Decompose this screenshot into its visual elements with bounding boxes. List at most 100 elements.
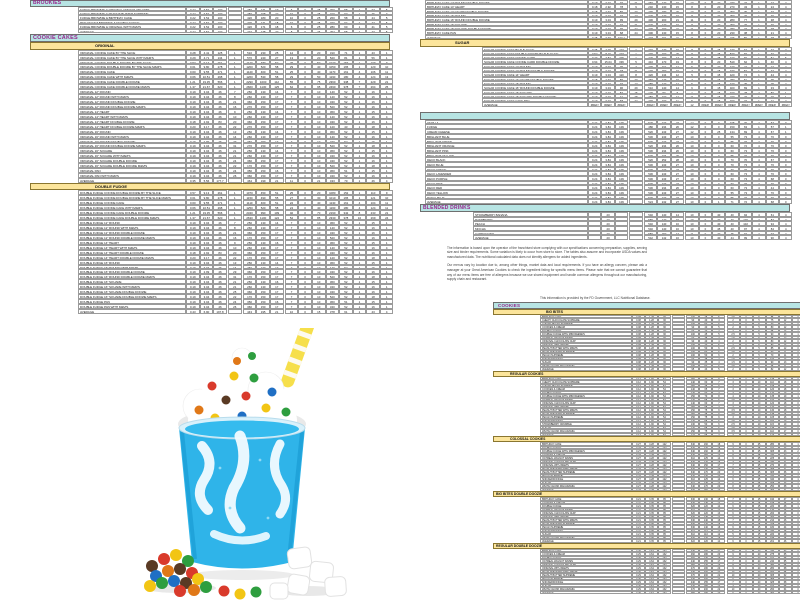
cell-value: 17 [269, 173, 284, 178]
cell-value [672, 583, 686, 587]
cell-value: 322 [686, 539, 700, 543]
cell-value: 7 [726, 518, 740, 522]
cell-value: 3.04 [199, 229, 214, 235]
cell-value: 243 [657, 133, 671, 139]
cell-value: 140 [325, 244, 340, 250]
table-row: ORIGINAL COOKIE CAKE WITH M&M'S 0.66 10.51… [30, 74, 394, 80]
cell-value: 45 [725, 230, 739, 236]
double-fudge-cookie-cakes-table: DOUBLE FUDGE COOKIE DOUBLE DOOZIE BY THE… [30, 190, 394, 314]
cell-value: 0 [739, 555, 753, 559]
cell-value: 1.28 [645, 353, 658, 357]
cell-value: 0.21 [632, 514, 645, 518]
row-label: CREAM CHEESE [425, 129, 588, 134]
cell-value: 4.28 [645, 484, 658, 488]
cell-value: 9 [379, 59, 394, 65]
table-row: RED VELVET BROWNIE & DOUBLE FUDGE 0.22 3.5… [30, 19, 394, 25]
cell-value: 3.04 [199, 143, 214, 149]
cell-value: 51 [738, 76, 753, 81]
cell-value: 0.08 [632, 346, 645, 350]
cell-value [672, 484, 686, 488]
row-label: DOUBLE FUDGE [540, 504, 632, 508]
cell-value: 1 [685, 89, 699, 94]
cell-value: 4.28 [645, 445, 658, 449]
cell-value: 1 [779, 129, 793, 134]
cell-value: 150 [256, 158, 270, 164]
cell-value [672, 587, 686, 591]
cell-value: 9 [712, 429, 726, 433]
cell-value: 45 [738, 80, 753, 86]
cell-value: 52 [339, 103, 353, 109]
cell-value [672, 562, 686, 566]
cell-value: 3.04 [199, 103, 214, 109]
cell-value: 40 [699, 325, 713, 329]
cell-value: 130 [256, 113, 270, 119]
cell-value: 1 [379, 239, 394, 245]
cell-value: 7 [284, 168, 299, 174]
cell-value: 3.04 [199, 279, 214, 285]
table-row: DOUBLE FUDGE WITH MINI REESE'S 0.08 1.28 36… [493, 332, 800, 336]
table-row: DOUBLE FUDGE 16" ROUND DOUBLE DOOZIE M&M… [30, 274, 394, 280]
sugar-cookie-cake-table: SUGAR COOKIE CAKE BY THE SLICE 0.25 4.00 11… [420, 46, 793, 107]
cell-value: 33 [765, 85, 780, 90]
cell-value: 110 [366, 190, 380, 196]
cell-value: 25 [712, 129, 726, 134]
cell-value: 24 [765, 0, 780, 5]
cell-value: 0 [791, 325, 800, 329]
cell-value: 7.52 [601, 55, 615, 60]
cell-value: 3.04 [601, 80, 615, 86]
cell-value [629, 199, 643, 205]
cell-value: 3.84 [601, 180, 615, 186]
cell-value: 130 [643, 89, 658, 94]
cell-value: 0 [739, 559, 753, 563]
cell-value: 4 [752, 225, 766, 231]
table-row: BRILLIANT PINK 0.24 3.84 109 530 234 26 10 0 0 60 7… [420, 147, 793, 153]
cell-value: 14 [712, 456, 726, 460]
cell-value: 71 [725, 199, 739, 205]
cell-value: 0.08 [632, 339, 645, 343]
cell-value: 252 [657, 157, 671, 162]
cell-value: 0 [698, 30, 713, 35]
table-row: STRAWBERRY BANANA 20 540 140 14 10 0 40 40 94 4 61 4 [420, 212, 793, 217]
cell-value: 310 [325, 49, 340, 55]
cell-value: 540 [643, 212, 658, 217]
cell-value: 1 [352, 279, 367, 285]
cell-value: 10 [311, 249, 326, 255]
cell-value: 3.04 [601, 17, 615, 22]
table-row: DOUBLE FUDGE 12" ROUND 0.19 3.04 46 7 250 130 1… [30, 220, 394, 225]
cell-value: 180 [699, 590, 713, 594]
cell-value: 10 [685, 161, 699, 167]
cell-value: 123 [765, 432, 779, 436]
cell-value: 90 [765, 360, 779, 364]
cell-value [672, 511, 686, 515]
cell-value: 1 [752, 124, 766, 130]
cell-value: 7 [284, 158, 299, 164]
cell-value: 0 [298, 279, 312, 285]
cell-value [629, 221, 643, 226]
cell-value: 135 [765, 394, 779, 398]
cell-value: 132 [658, 573, 671, 577]
cell-value: 95 [658, 528, 671, 532]
row-label: PEANUT BUTTER SUPREME [540, 349, 632, 353]
cell-value: 3.52 [199, 15, 214, 20]
table-row: BRILLIANT BLUE 0.24 3.84 109 530 243 27 10 0 0 55 7… [420, 133, 793, 139]
cell-value: 0 [739, 500, 753, 504]
cell-value: 1 [379, 289, 394, 295]
cell-value: 140 [699, 518, 713, 522]
cell-value: 22 [712, 576, 726, 580]
cell-value: 10 [311, 118, 326, 124]
cell-value: 450 [242, 6, 257, 11]
cell-value: 85 [765, 346, 779, 350]
regular-double-doozie-table: BIRTHDAY CAKE 0.29 4.64 132 470 190 21 10 0 20 270… [493, 548, 800, 594]
cell-value: 0.19 [588, 68, 602, 73]
cell-value: 180 [256, 15, 270, 20]
cell-value: 125 [269, 84, 284, 90]
cell-value: 24 [227, 299, 242, 304]
row-label: BIRTHDAY CAKE 14" HEART [425, 4, 588, 9]
table-row: DOUBLE FUDGE 0.21 3.35 95 320 120 14 6 0 15 220 48 1… [493, 504, 800, 508]
cell-value: 269 [366, 215, 380, 221]
cell-value: 25 [712, 46, 726, 51]
cell-value: 52 [339, 279, 353, 285]
cell-value: 44 [366, 15, 380, 20]
cell-value: 109 [614, 171, 629, 176]
